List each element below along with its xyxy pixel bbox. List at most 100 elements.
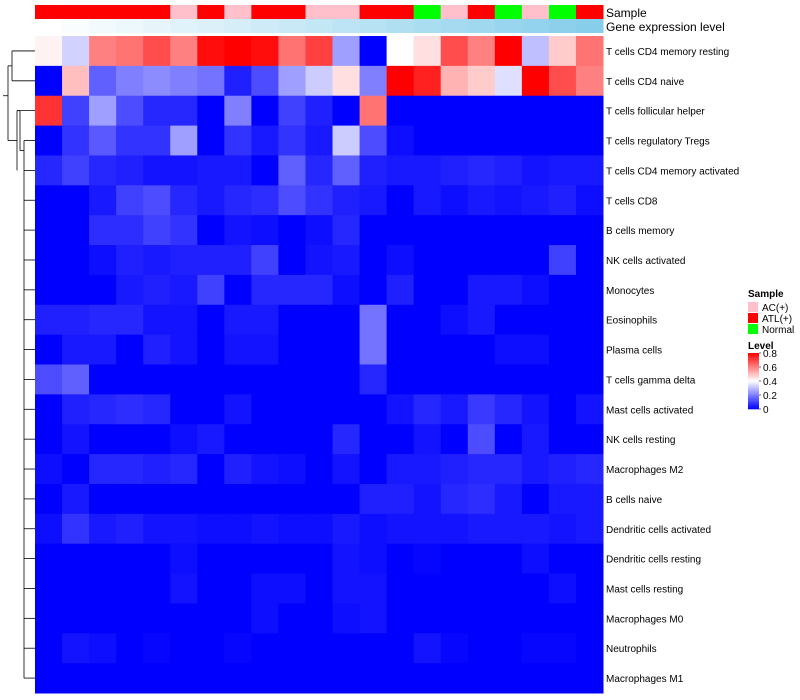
- heatmap-cell: [575, 603, 604, 634]
- heatmap-cell: [440, 274, 469, 306]
- heatmap-cell: [251, 603, 279, 634]
- heatmap-cell: [548, 65, 577, 97]
- legend-gradient-segment: [748, 374, 759, 376]
- heatmap-cell: [575, 65, 604, 97]
- heatmap-cell: [197, 36, 225, 67]
- heatmap-cell: [89, 304, 117, 336]
- heatmap-cell: [251, 513, 279, 545]
- legend-gradient-segment: [748, 367, 759, 369]
- heatmap-cell: [35, 483, 63, 515]
- heatmap-cell: [116, 274, 144, 306]
- heatmap-cell: [62, 65, 90, 97]
- heatmap-cell: [440, 245, 469, 276]
- heatmap-cell: [116, 245, 144, 276]
- heatmap-cell: [35, 543, 63, 575]
- gene-level-annotation-cell: [359, 19, 388, 33]
- heatmap-cell: [143, 633, 171, 664]
- sample-annotation-cell: [251, 5, 279, 19]
- heatmap-cell: [467, 65, 496, 97]
- heatmap-cell: [251, 424, 279, 455]
- heatmap-cell: [548, 334, 577, 365]
- heatmap-cell: [548, 95, 577, 127]
- heatmap-cell: [35, 573, 63, 604]
- legend-gradient-segment: [748, 375, 759, 378]
- legend-tick-label: 0.6: [763, 363, 777, 374]
- heatmap-cell: [332, 424, 361, 455]
- heatmap-cell: [62, 483, 90, 515]
- legend-gradient-segment: [748, 386, 759, 389]
- heatmap-cell: [116, 394, 144, 425]
- legend-gradient-segment: [748, 389, 759, 392]
- row-label: Macrophages M2: [606, 465, 684, 476]
- heatmap-cell: [305, 573, 334, 604]
- gene-level-annotation-cell: [305, 19, 334, 33]
- heatmap-cell: [332, 125, 361, 156]
- sample-annotation-cell: [170, 5, 198, 19]
- heatmap-cell: [521, 245, 550, 276]
- sample-annotation-cell: [413, 5, 442, 19]
- gene-level-annotation-cell: [62, 19, 90, 33]
- heatmap-cell: [278, 155, 306, 186]
- heatmap-cell: [413, 245, 442, 276]
- heatmap-cell: [116, 155, 144, 186]
- heatmap-cell: [251, 454, 279, 485]
- heatmap-cell: [494, 125, 523, 156]
- heatmap-cell: [386, 334, 415, 365]
- gene-level-annotation-cell: [413, 19, 442, 33]
- heatmap-cell: [35, 155, 63, 186]
- heatmap-cell: [386, 185, 415, 216]
- heatmap-cell: [332, 274, 361, 306]
- heatmap-cell: [521, 663, 550, 694]
- heatmap-cell: [305, 155, 334, 186]
- heatmap-cell: [143, 483, 171, 515]
- legend-gradient-segment: [748, 358, 759, 361]
- heatmap-cell: [467, 274, 496, 306]
- heatmap-cell: [224, 155, 252, 186]
- heatmap-cell: [467, 513, 496, 545]
- heatmap-cell: [332, 65, 361, 97]
- legend-gradient-segment: [748, 406, 759, 408]
- heatmap-cell: [359, 513, 388, 545]
- heatmap-cell: [440, 603, 469, 634]
- heatmap-cell: [170, 215, 198, 246]
- heatmap-cell: [440, 573, 469, 604]
- heatmap-cell: [224, 543, 252, 575]
- legend-gradient-segment: [748, 390, 759, 393]
- heatmap-cell: [521, 424, 550, 455]
- heatmap-cell: [62, 543, 90, 575]
- heatmap-cell: [467, 304, 496, 336]
- heatmap-cell: [548, 513, 577, 545]
- heatmap-cell: [359, 424, 388, 455]
- heatmap-cell: [332, 394, 361, 425]
- heatmap-cell: [548, 663, 577, 694]
- heatmap-cell: [386, 364, 415, 395]
- legend-gradient-segment: [748, 376, 759, 379]
- heatmap-cell: [89, 215, 117, 246]
- gene-level-annotation-cell: [467, 19, 496, 33]
- heatmap-cell: [332, 155, 361, 186]
- heatmap-cell: [386, 245, 415, 276]
- heatmap-cell: [332, 543, 361, 575]
- heatmap-cell: [386, 603, 415, 634]
- heatmap-cell: [332, 245, 361, 276]
- legend-gradient-segment: [748, 379, 759, 382]
- heatmap-cell: [143, 454, 171, 485]
- heatmap-cell: [548, 274, 577, 306]
- heatmap-cell: [440, 155, 469, 186]
- heatmap-cell: [521, 185, 550, 216]
- heatmap-cell: [548, 364, 577, 395]
- sample-annotation-cell: [467, 5, 496, 19]
- heatmap-cell: [305, 483, 334, 515]
- row-label: T cells CD8: [606, 196, 658, 207]
- heatmap-cell: [494, 155, 523, 186]
- heatmap-cell: [494, 483, 523, 515]
- heatmap-cell: [359, 483, 388, 515]
- heatmap-cell: [170, 65, 198, 97]
- row-label: T cells CD4 naive: [606, 77, 685, 88]
- heatmap-cell: [521, 603, 550, 634]
- heatmap-cell: [494, 543, 523, 575]
- heatmap-cell: [116, 185, 144, 216]
- heatmap-cell: [332, 215, 361, 246]
- heatmap-cell: [494, 513, 523, 545]
